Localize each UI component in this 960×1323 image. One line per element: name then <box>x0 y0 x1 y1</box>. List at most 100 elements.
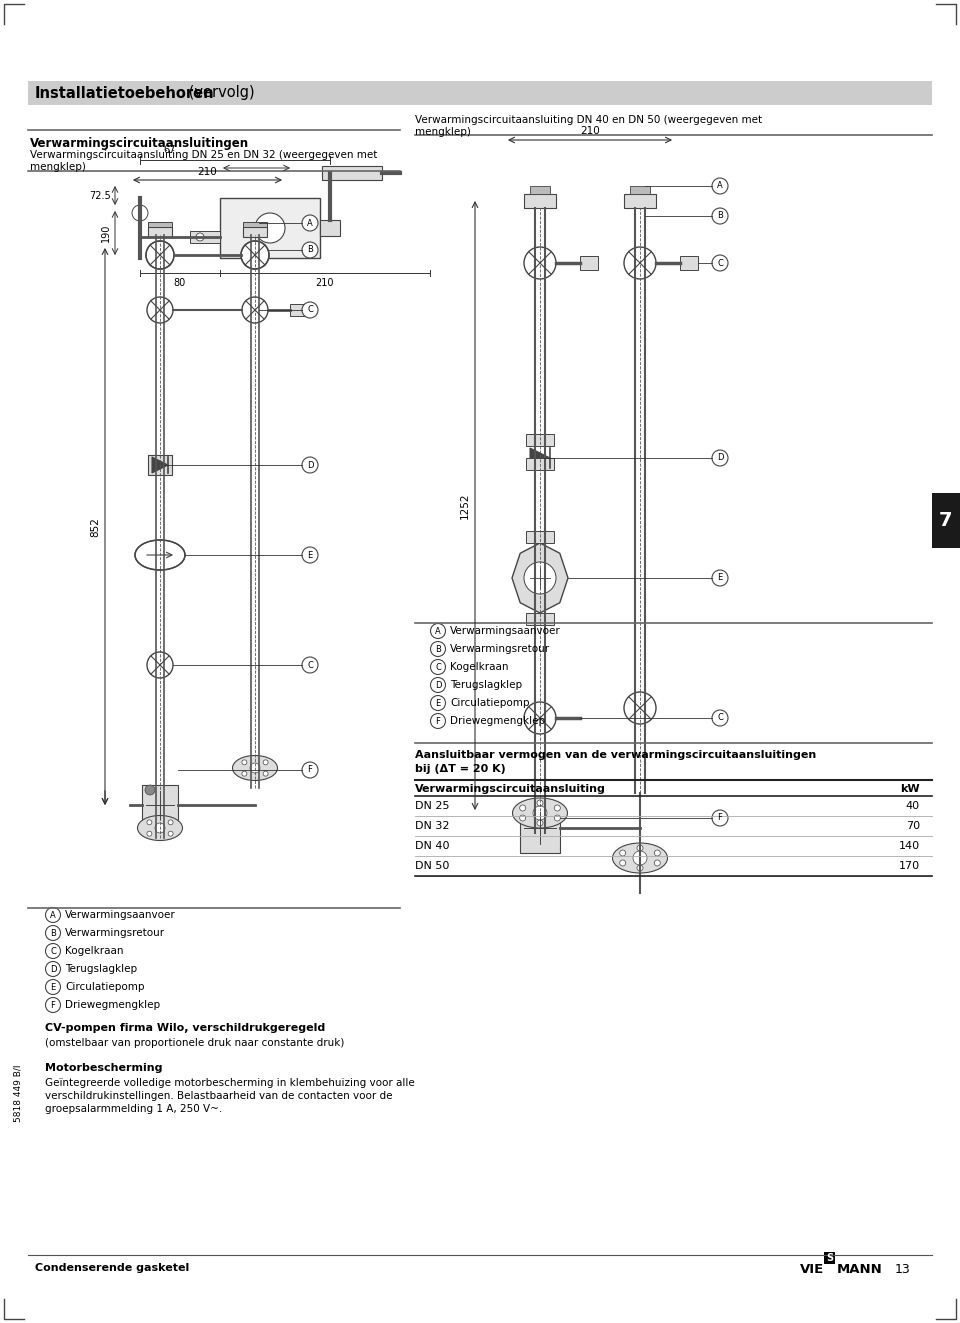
Text: B: B <box>717 212 723 221</box>
Circle shape <box>624 247 656 279</box>
Text: DN 32: DN 32 <box>415 822 449 831</box>
Polygon shape <box>152 456 168 474</box>
Bar <box>530 187 550 194</box>
Circle shape <box>302 456 318 474</box>
Text: CV-pompen firma Wilo, verschildrukgeregeld: CV-pompen firma Wilo, verschildrukgerege… <box>45 1023 325 1033</box>
Bar <box>680 255 698 270</box>
Circle shape <box>524 562 556 594</box>
Text: 7: 7 <box>939 512 952 531</box>
Text: A: A <box>717 181 723 191</box>
Ellipse shape <box>135 540 185 570</box>
Circle shape <box>155 823 165 833</box>
Text: Verwarmingscircuitaansluiting DN 40 en DN 50 (weergegeven met
mengklep): Verwarmingscircuitaansluiting DN 40 en D… <box>415 115 762 136</box>
Ellipse shape <box>137 815 182 840</box>
Circle shape <box>519 815 526 822</box>
Bar <box>524 194 556 208</box>
Circle shape <box>655 860 660 867</box>
Circle shape <box>519 804 526 811</box>
Text: Motorbescherming: Motorbescherming <box>45 1062 162 1073</box>
Circle shape <box>712 710 728 726</box>
Circle shape <box>712 450 728 466</box>
Bar <box>320 220 340 235</box>
Text: 852: 852 <box>90 517 100 537</box>
Text: 13: 13 <box>895 1263 911 1275</box>
Text: C: C <box>717 258 723 267</box>
Text: 210: 210 <box>580 126 600 136</box>
Text: F: F <box>51 1000 56 1009</box>
Text: F: F <box>717 814 723 823</box>
Text: B: B <box>307 246 313 254</box>
Text: 72.5: 72.5 <box>89 191 111 201</box>
Bar <box>322 165 382 180</box>
Text: F: F <box>307 766 312 774</box>
Circle shape <box>45 998 60 1012</box>
Text: Driewegmengklep: Driewegmengklep <box>65 1000 160 1009</box>
Bar <box>148 228 172 237</box>
Circle shape <box>430 713 445 729</box>
Circle shape <box>537 800 543 806</box>
Circle shape <box>302 546 318 564</box>
Circle shape <box>263 771 268 777</box>
Text: Circulatiepomp: Circulatiepomp <box>450 699 530 708</box>
Polygon shape <box>520 803 560 853</box>
Circle shape <box>302 216 318 232</box>
Circle shape <box>302 762 318 778</box>
Text: Terugslagklep: Terugslagklep <box>65 964 137 974</box>
Circle shape <box>132 205 148 221</box>
Circle shape <box>147 652 173 677</box>
Circle shape <box>241 241 269 269</box>
Circle shape <box>619 860 626 867</box>
Text: 5818 449 B/I: 5818 449 B/I <box>13 1064 22 1122</box>
Text: Kogelkraan: Kogelkraan <box>65 946 124 957</box>
Text: Verwarmingsretour: Verwarmingsretour <box>450 644 550 654</box>
Circle shape <box>302 242 318 258</box>
Circle shape <box>712 255 728 271</box>
Text: C: C <box>435 663 441 672</box>
Circle shape <box>430 642 445 656</box>
Text: Verwarmingsaanvoer: Verwarmingsaanvoer <box>65 910 176 919</box>
Circle shape <box>637 845 643 851</box>
Text: B: B <box>50 929 56 938</box>
Text: D: D <box>50 964 57 974</box>
Text: D: D <box>307 460 313 470</box>
Text: A: A <box>50 910 56 919</box>
Circle shape <box>45 962 60 976</box>
Circle shape <box>147 831 152 836</box>
Text: 70: 70 <box>906 822 920 831</box>
Circle shape <box>524 703 556 734</box>
Polygon shape <box>530 448 550 468</box>
Text: bij (ΔT = 20 K): bij (ΔT = 20 K) <box>415 763 506 774</box>
Bar <box>526 531 554 542</box>
Bar <box>624 194 656 208</box>
Text: Aansluitbaar vermogen van de verwarmingscircuitaansluitingen: Aansluitbaar vermogen van de verwarmings… <box>415 750 816 759</box>
Text: D: D <box>435 680 442 689</box>
Circle shape <box>637 865 643 871</box>
Text: Driewegmengklep: Driewegmengklep <box>450 716 545 726</box>
Text: DN 50: DN 50 <box>415 861 449 871</box>
Circle shape <box>302 658 318 673</box>
Circle shape <box>263 759 268 765</box>
Text: Verwarmingsretour: Verwarmingsretour <box>65 927 165 938</box>
Text: Verwarmingscircuitaansluiting DN 25 en DN 32 (weergegeven met
mengklep): Verwarmingscircuitaansluiting DN 25 en D… <box>30 149 377 172</box>
Polygon shape <box>148 455 172 475</box>
Text: MANN: MANN <box>837 1263 883 1275</box>
Text: Installatietoebehoren: Installatietoebehoren <box>35 86 215 101</box>
Bar <box>526 613 554 624</box>
Circle shape <box>619 849 626 856</box>
Text: A: A <box>435 627 441 635</box>
Bar <box>290 304 305 316</box>
Ellipse shape <box>232 755 277 781</box>
Circle shape <box>554 815 561 822</box>
Circle shape <box>712 810 728 826</box>
Text: S: S <box>826 1253 833 1263</box>
Text: 210: 210 <box>316 278 334 288</box>
Circle shape <box>147 820 152 824</box>
Circle shape <box>145 785 155 795</box>
Circle shape <box>45 979 60 995</box>
Bar <box>190 232 220 243</box>
Text: 210: 210 <box>197 167 217 177</box>
Text: 190: 190 <box>101 224 111 242</box>
Circle shape <box>147 296 173 323</box>
Circle shape <box>524 804 536 816</box>
Circle shape <box>255 213 285 243</box>
